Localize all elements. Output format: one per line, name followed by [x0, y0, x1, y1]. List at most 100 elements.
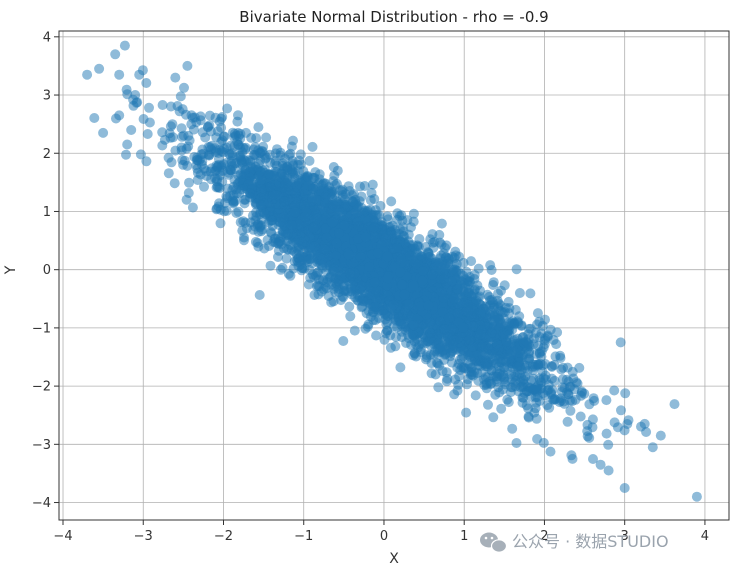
scatter-point — [294, 219, 305, 230]
scatter-point — [441, 376, 452, 387]
scatter-point — [465, 334, 475, 345]
scatter-point — [281, 253, 292, 264]
scatter-point — [427, 269, 438, 280]
scatter-point — [470, 390, 481, 401]
scatter-point — [609, 417, 620, 428]
scatter-point — [311, 281, 322, 292]
scatter-point — [452, 283, 463, 294]
scatter-point — [375, 200, 386, 211]
scatter-point — [144, 102, 154, 113]
scatter-point — [128, 100, 139, 111]
scatter-point — [623, 415, 634, 426]
scatter-point — [204, 110, 215, 121]
scatter-point — [532, 319, 542, 330]
scatter-point — [575, 411, 586, 422]
scatter-point — [369, 277, 380, 288]
scatter-point — [380, 309, 391, 320]
scatter-point — [532, 308, 543, 319]
scatter-point — [389, 312, 399, 323]
scatter-point — [135, 149, 146, 160]
scatter-point — [487, 297, 498, 307]
scatter-point — [235, 217, 246, 228]
scatter-point — [339, 220, 350, 231]
scatter-point — [282, 229, 293, 239]
scatter-point — [364, 261, 375, 272]
scatter-point — [251, 133, 262, 144]
scatter-point — [141, 78, 152, 88]
scatter-point — [526, 375, 536, 386]
scatter-point — [309, 290, 320, 300]
scatter-point — [167, 119, 178, 130]
scatter-point — [349, 325, 360, 336]
scatter-point — [315, 186, 326, 197]
scatter-point — [157, 100, 168, 110]
scatter-point — [301, 175, 312, 186]
scatter-point — [603, 439, 614, 450]
scatter-point — [218, 147, 229, 158]
scatter-point — [344, 186, 355, 196]
chart-title: Bivariate Normal Distribution - rho = -0… — [239, 8, 548, 26]
scatter-point — [388, 299, 399, 310]
scatter-point — [366, 187, 377, 198]
scatter-point — [213, 201, 224, 212]
scatter-point — [256, 183, 267, 194]
scatter-point — [166, 101, 176, 112]
scatter-point — [175, 91, 186, 102]
scatter-point — [166, 157, 177, 168]
scatter-point — [525, 288, 536, 299]
scatter-point — [214, 166, 225, 177]
scatter-point — [215, 218, 226, 229]
scatter-point — [253, 122, 264, 133]
scatter-point — [421, 352, 432, 363]
scatter-point — [436, 218, 447, 229]
scatter-point — [397, 279, 407, 290]
scatter-point — [347, 196, 358, 207]
scatter-point — [199, 181, 209, 192]
scatter-point — [409, 348, 420, 359]
scatter-point — [189, 151, 200, 162]
scatter-point — [404, 299, 414, 310]
scatter-point — [292, 243, 303, 254]
scatter-point — [178, 159, 189, 170]
scatter-point — [243, 179, 254, 190]
scatter-point — [288, 167, 299, 178]
scatter-point — [338, 192, 349, 203]
scatter-point — [433, 382, 444, 393]
scatter-point — [216, 113, 227, 124]
scatter-point — [217, 176, 228, 187]
scatter-point — [202, 122, 213, 133]
scatter-point — [307, 141, 318, 152]
scatter-point — [507, 423, 518, 434]
scatter-point — [450, 374, 461, 385]
scatter-point — [305, 253, 316, 264]
scatter-point — [382, 273, 393, 284]
scatter-point — [458, 322, 469, 333]
scatter-point — [390, 341, 401, 352]
scatter-point — [641, 427, 652, 437]
scatter-point — [345, 311, 356, 322]
scatter-point — [486, 265, 497, 275]
scatter-point — [530, 327, 541, 338]
scatter-point — [258, 198, 269, 209]
scatter-point — [275, 147, 286, 158]
scatter-point — [528, 365, 539, 376]
scatter-point — [511, 438, 522, 448]
scatter-point — [328, 296, 339, 307]
scatter-point — [466, 256, 477, 267]
scatter-point — [245, 188, 255, 199]
scatter-point — [250, 236, 261, 247]
scatter-point — [222, 103, 233, 114]
scatter-point — [540, 333, 551, 344]
scatter-point — [371, 330, 382, 341]
scatter-point — [356, 281, 367, 291]
scatter-point — [438, 345, 449, 355]
scatter-point — [228, 197, 239, 208]
scatter-point — [141, 156, 152, 167]
scatter-point — [89, 113, 100, 123]
scatter-point — [504, 353, 515, 364]
scatter-point — [483, 399, 493, 410]
scatter-point — [170, 145, 181, 156]
scatter-point — [461, 407, 472, 418]
scatter-point — [462, 299, 473, 310]
scatter-point — [395, 362, 406, 373]
